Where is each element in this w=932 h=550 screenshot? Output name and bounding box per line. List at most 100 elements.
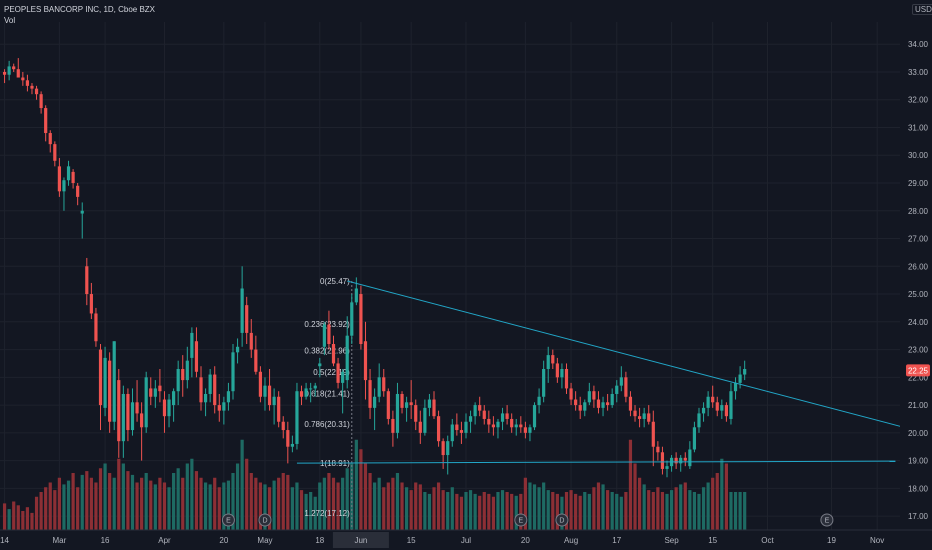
candle-body [436,416,441,442]
candle-body [249,332,253,350]
volume-bar [304,493,308,530]
candle-body [235,346,240,353]
volume-bar [108,473,112,530]
volume-bar [391,477,395,530]
volume-bar [21,511,25,530]
volume-bar [414,482,418,530]
volume-bar [281,473,285,530]
candle-body [108,360,112,422]
price-tick-label: 33.00 [908,68,929,77]
volume-bar [176,468,180,530]
price-tick-label: 27.00 [908,235,929,244]
volume-bar [473,493,477,530]
volume-bar [542,482,546,530]
candle-body [185,360,189,381]
volume-bar [514,495,518,530]
candle-body [592,391,596,400]
fib-level-label: 0(25.47) [320,277,350,286]
candle-body [277,396,281,422]
price-tick-label: 25.00 [908,290,929,299]
candle-body [478,405,482,411]
time-tick-label: 14 [0,536,9,545]
volume-bar [606,490,610,530]
volume-bar [715,473,719,530]
volume-bar [478,495,482,530]
price-axis[interactable]: 17.00 18.00 19.00 20.00 21.00 22.00 23.00 24.00… [900,0,932,550]
candle-body [21,77,25,81]
volume-bar [706,482,710,530]
candle-body [286,430,290,447]
candle-body [706,396,710,408]
candle-body [130,402,135,431]
price-tick-label: 32.00 [908,96,929,105]
candle-body [290,443,294,447]
candle-body [546,355,550,369]
candle-body [679,457,683,464]
volume-bar [651,492,655,530]
candle-body [532,405,537,428]
candle-body [482,410,486,419]
time-tick-label: 15 [708,536,717,545]
volume-bar [135,482,139,530]
volume-bar [53,490,57,530]
candle-body [213,374,217,406]
volume-bar [628,439,633,530]
candle-body [272,396,276,406]
candle-body [455,424,459,431]
currency-badge[interactable]: USD [912,4,932,15]
volume-bar [587,493,591,530]
candle-body [601,402,605,408]
candle-body [121,393,125,442]
last-price-label: 22.25 [908,366,929,375]
candle-body [409,402,413,406]
volume-bar [149,480,153,530]
candle-body [423,407,427,433]
volume-bar [66,480,71,530]
trend-lines[interactable] [296,280,910,464]
volume-bar [25,507,30,530]
candle-body [149,388,153,397]
volume-bar [468,490,473,530]
candle-body [724,405,728,417]
price-tick-label: 28.00 [908,207,929,216]
candle-body [194,341,199,372]
volume-bar [7,509,11,530]
volume-bar [39,492,43,530]
candle-body [71,171,75,184]
volume-bar [656,487,660,530]
volume-bar [167,487,171,530]
volume-bar [153,484,157,530]
candle-body [537,396,541,406]
volume-bar [743,492,747,530]
volume-bar [359,449,363,530]
candle-body [633,410,637,417]
volume-bar [436,482,441,530]
candle-body [313,385,317,389]
price-tick-label: 20.00 [908,429,929,438]
event-marker-label: E [518,518,523,525]
candle-body [309,388,313,390]
candle-body [162,399,167,417]
price-tick-label: 22.00 [908,373,929,382]
candle-body [354,288,358,303]
candle-body [459,430,464,433]
candle-body [651,421,655,447]
volume-bar [48,482,52,530]
volume-bar [158,477,162,530]
time-axis[interactable]: 14 Mar 16 Apr 20 May 18 Jun 15 Jul 20 Aug 17 Sep 15 Oct… [0,529,932,550]
candle-body [665,466,669,469]
candle-body [208,374,212,394]
candle-body [510,418,514,428]
event-marker-label: D [559,518,564,525]
candle-body [7,66,11,75]
volume-bar [733,492,738,530]
volume-bar [290,487,294,530]
volume-bar [450,487,454,530]
candle-body [692,427,697,450]
candle-body [619,377,623,386]
fib-level-label: 0.786(20.31) [304,420,350,429]
candle-body [16,69,20,78]
volume-bar [62,484,66,530]
